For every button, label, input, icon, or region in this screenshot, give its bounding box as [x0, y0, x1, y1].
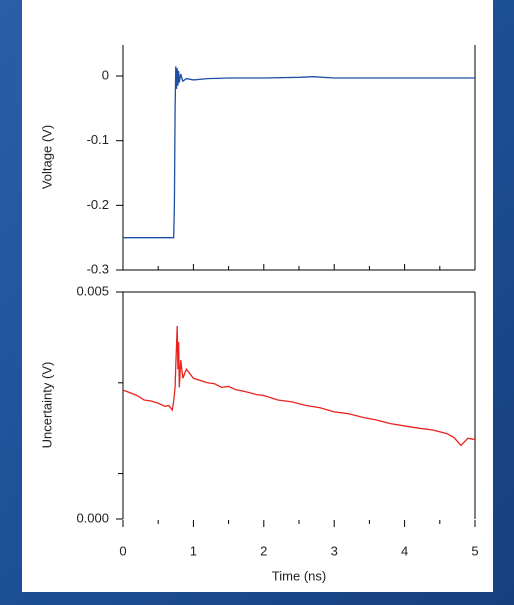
y-tick-label: 0.005 — [76, 283, 109, 298]
x-tick-label: 1 — [190, 543, 197, 558]
data-line — [122, 326, 476, 447]
x-tick-label: 2 — [260, 543, 267, 558]
y-tick-label: -0.3 — [87, 261, 109, 276]
x-tick-label: 4 — [401, 543, 408, 558]
y-tick-label: -0.1 — [87, 132, 109, 147]
x-tick-label: 5 — [471, 543, 478, 558]
x-tick-label: 3 — [331, 543, 338, 558]
x-tick-label: 0 — [119, 543, 126, 558]
panel — [22, 0, 493, 592]
y-axis-label: Uncertainty (V) — [39, 362, 54, 449]
y-tick-label: 0.000 — [76, 510, 109, 525]
y-tick-label: 0 — [102, 67, 109, 82]
y-tick-label: -0.2 — [87, 197, 109, 212]
x-axis-label: Time (ns) — [272, 568, 326, 583]
data-line — [123, 66, 475, 239]
y-axis-label: Voltage (V) — [39, 125, 54, 189]
